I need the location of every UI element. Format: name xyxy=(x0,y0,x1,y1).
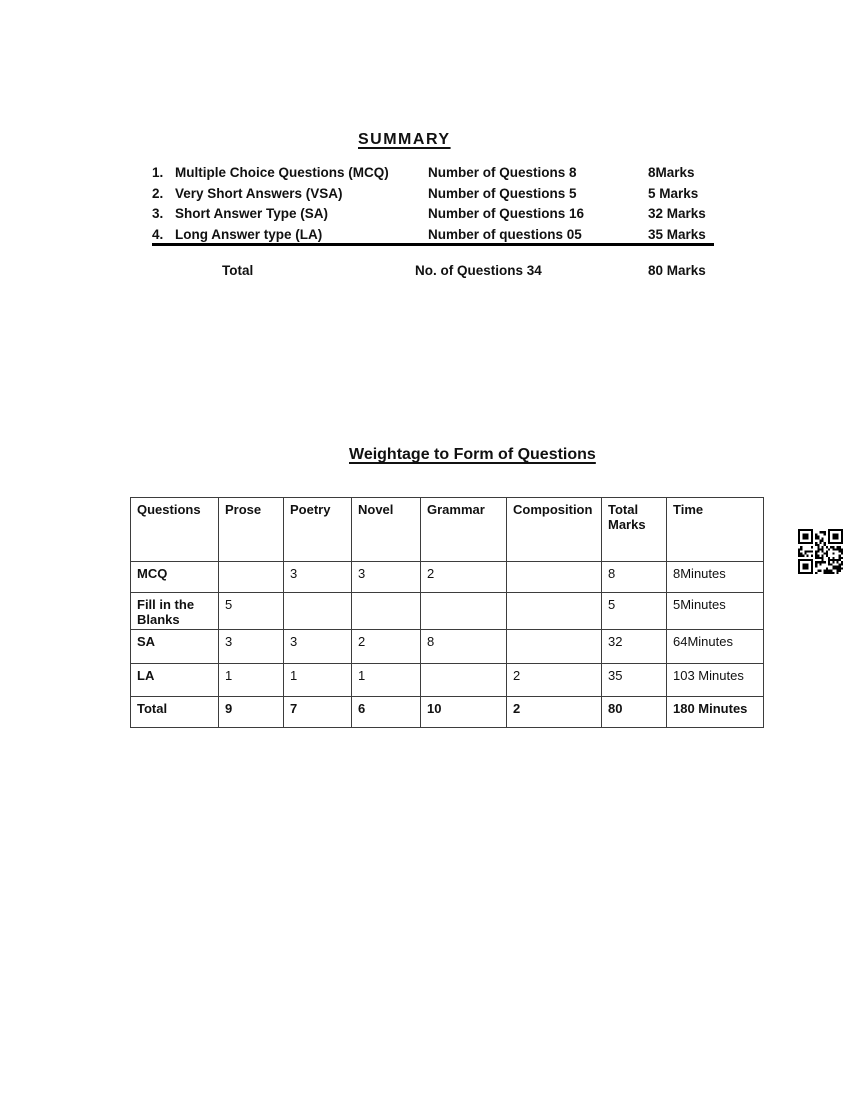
qr-code-icon xyxy=(798,529,843,574)
table-cell: 2 xyxy=(351,629,421,664)
table-cell: 8 xyxy=(420,629,507,664)
header-cell: Grammar xyxy=(420,497,507,562)
summary-row: 3. Short Answer Type (SA) Number of Ques… xyxy=(152,204,752,225)
summary-row: 4. Long Answer type (LA) Number of quest… xyxy=(152,225,752,246)
table-cell: 3 xyxy=(283,629,352,664)
total-marks: 80 Marks xyxy=(648,263,706,278)
table-cell: 2 xyxy=(420,561,507,593)
table-cell xyxy=(506,592,602,630)
header-cell: Novel xyxy=(351,497,421,562)
row-label: Short Answer Type (SA) xyxy=(175,206,329,221)
summary-divider xyxy=(152,243,714,246)
table-cell xyxy=(420,663,507,697)
table-cell xyxy=(506,629,602,664)
table-cell: 10 xyxy=(420,696,507,728)
summary-row: 1. Multiple Choice Questions (MCQ) Numbe… xyxy=(152,163,752,184)
row-marks: 5 Marks xyxy=(648,185,699,201)
table-cell: 103 Minutes xyxy=(666,663,764,697)
summary-title: SUMMARY xyxy=(358,131,451,148)
table-cell xyxy=(420,592,507,630)
weightage-table: Questions Prose Poetry Novel Grammar Com… xyxy=(130,497,764,728)
table-cell: 32 xyxy=(601,629,667,664)
table-cell: Fill in the Blanks xyxy=(130,592,219,630)
row-number: 2. xyxy=(152,185,164,201)
row-questions: Number of Questions 5 xyxy=(428,185,577,201)
table-cell xyxy=(506,561,602,593)
table-cell xyxy=(218,561,284,593)
summary-list: 1. Multiple Choice Questions (MCQ) Numbe… xyxy=(152,163,752,245)
row-marks: 8Marks xyxy=(648,165,695,180)
table-row: MCQ 3 3 2 8 8Minutes xyxy=(130,561,764,593)
table-cell: 1 xyxy=(283,663,352,697)
table-cell: 35 xyxy=(601,663,667,697)
table-cell: Total xyxy=(130,696,219,728)
total-questions: No. of Questions 34 xyxy=(415,263,542,278)
table-cell xyxy=(351,592,421,630)
table-cell: 3 xyxy=(218,629,284,664)
row-marks: 32 Marks xyxy=(648,206,706,221)
row-marks: 35 Marks xyxy=(648,226,706,242)
table-row: LA 1 1 1 2 35 103 Minutes xyxy=(130,663,764,697)
summary-row: 2. Very Short Answers (VSA) Number of Qu… xyxy=(152,184,752,205)
row-label: Very Short Answers (VSA) xyxy=(175,185,343,201)
table-cell: 8Minutes xyxy=(666,561,764,593)
table-cell: 80 xyxy=(601,696,667,728)
total-label: Total xyxy=(222,263,254,278)
table-cell: 7 xyxy=(283,696,352,728)
table-cell: 1 xyxy=(218,663,284,697)
row-questions: Number of Questions 16 xyxy=(428,206,585,221)
table-header-row: Questions Prose Poetry Novel Grammar Com… xyxy=(130,497,764,562)
header-cell: Prose xyxy=(218,497,284,562)
table-cell: 3 xyxy=(283,561,352,593)
weightage-title: Weightage to Form of Questions xyxy=(349,446,596,463)
table-row: SA 3 3 2 8 32 64Minutes xyxy=(130,629,764,664)
table-cell: 2 xyxy=(506,696,602,728)
table-cell: LA xyxy=(130,663,219,697)
table-cell: 1 xyxy=(351,663,421,697)
table-cell: 8 xyxy=(601,561,667,593)
table-cell: 2 xyxy=(506,663,602,697)
header-cell: Composition xyxy=(506,497,602,562)
row-questions: Number of questions 05 xyxy=(428,226,582,242)
row-label: Long Answer type (LA) xyxy=(175,226,323,242)
table-cell: 3 xyxy=(351,561,421,593)
table-total-row: Total 9 7 6 10 2 80 180 Minutes xyxy=(130,696,764,728)
table-cell: 6 xyxy=(351,696,421,728)
row-questions: Number of Questions 8 xyxy=(428,165,577,180)
header-cell: Time xyxy=(666,497,764,562)
table-cell xyxy=(283,592,352,630)
table-cell: 5 xyxy=(601,592,667,630)
table-row: Fill in the Blanks 5 5 5Minutes xyxy=(130,592,764,630)
row-label: Multiple Choice Questions (MCQ) xyxy=(175,165,389,180)
row-number: 4. xyxy=(152,226,164,242)
table-cell: 5 xyxy=(218,592,284,630)
header-cell: Poetry xyxy=(283,497,352,562)
row-number: 1. xyxy=(152,165,164,180)
header-cell: Total Marks xyxy=(601,497,667,562)
table-cell: MCQ xyxy=(130,561,219,593)
row-number: 3. xyxy=(152,206,164,221)
header-cell: Questions xyxy=(130,497,219,562)
table-cell: SA xyxy=(130,629,219,664)
table-cell: 5Minutes xyxy=(666,592,764,630)
table-cell: 9 xyxy=(218,696,284,728)
summary-total-row: Total No. of Questions 34 80 Marks xyxy=(130,261,750,281)
table-cell: 64Minutes xyxy=(666,629,764,664)
table-cell: 180 Minutes xyxy=(666,696,764,728)
